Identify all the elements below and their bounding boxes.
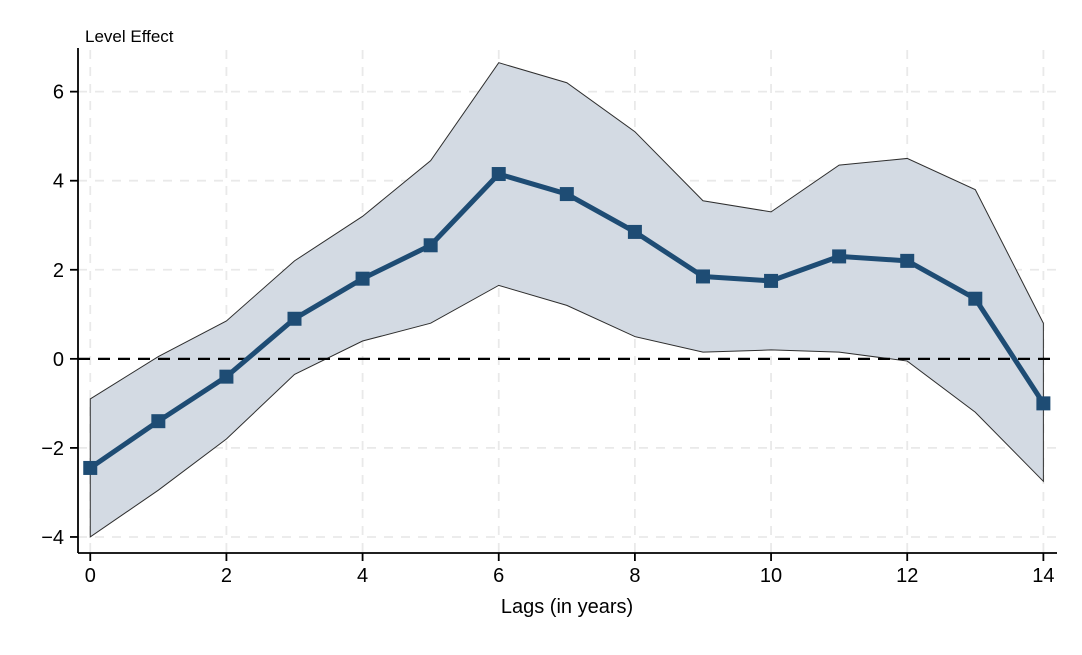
y-tick-label: 0 <box>53 349 64 371</box>
data-point-marker <box>968 291 983 306</box>
x-tick-label: 6 <box>493 565 504 587</box>
x-tick-label: 12 <box>896 565 918 587</box>
x-tick-label: 8 <box>629 565 640 587</box>
x-tick-label: 4 <box>357 565 368 587</box>
y-tick-label: −2 <box>41 438 64 460</box>
y-tick-label: 6 <box>53 82 64 104</box>
data-point-marker <box>287 311 302 326</box>
x-tick-label: 0 <box>85 565 96 587</box>
data-point-marker <box>832 249 847 264</box>
chart-title: Level Effect <box>85 27 174 46</box>
y-tick-label: −4 <box>41 527 64 549</box>
axes: −4 −2 0 2 4 6 0 2 4 6 8 10 12 14 <box>41 48 1057 587</box>
data-point-marker <box>764 273 779 288</box>
data-point-marker <box>1036 396 1051 411</box>
data-point-marker <box>151 414 166 429</box>
x-tick-label: 14 <box>1032 565 1054 587</box>
data-point-marker <box>83 460 98 475</box>
x-tick-label: 10 <box>760 565 782 587</box>
data-point-marker <box>355 271 370 286</box>
x-tick-label: 2 <box>221 565 232 587</box>
data-point-marker <box>219 369 234 384</box>
confidence-band <box>89 62 1044 538</box>
x-axis-label: Lags (in years) <box>501 596 633 618</box>
data-point-marker <box>559 187 574 202</box>
y-axis-ticks: −4 −2 0 2 4 6 <box>41 82 78 549</box>
data-point-marker <box>900 253 915 268</box>
data-point-marker <box>423 238 438 253</box>
data-point-marker <box>491 167 506 182</box>
data-point-marker <box>627 224 642 239</box>
data-point-marker <box>695 269 710 284</box>
y-tick-label: 2 <box>53 260 64 282</box>
data-point-markers <box>83 167 1051 475</box>
x-axis-ticks: 0 2 4 6 8 10 12 14 <box>85 553 1055 587</box>
y-tick-label: 4 <box>53 171 64 193</box>
